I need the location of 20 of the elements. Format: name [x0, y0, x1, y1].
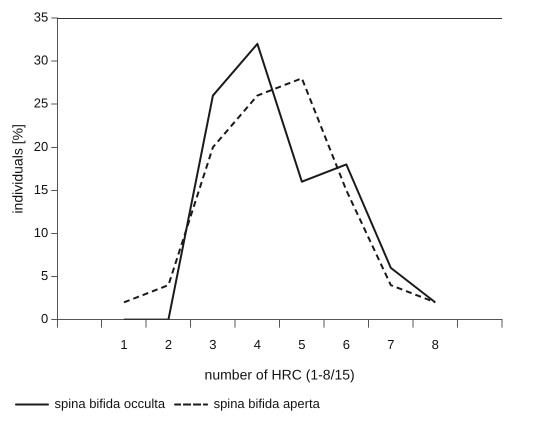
x-tick-label: 6	[342, 336, 350, 352]
y-tick-label: 0	[41, 311, 48, 326]
x-tick-label: 4	[254, 336, 262, 352]
y-tick-label: 15	[34, 182, 48, 197]
x-tick-label: 8	[432, 336, 439, 352]
x-tick-label: 1	[120, 336, 128, 352]
y-tick-label: 35	[34, 10, 48, 25]
y-tick-label: 25	[34, 96, 48, 111]
legend-label: spina bifida aperta	[214, 396, 321, 412]
y-tick-label: 30	[34, 52, 48, 68]
x-tick-label: 3	[209, 336, 217, 352]
x-tick-label: 7	[387, 336, 394, 352]
x-axis-title: number of HRC (1-8/15)	[204, 366, 355, 382]
y-tick-label: 5	[41, 268, 48, 284]
x-tick-label: 5	[298, 336, 306, 352]
y-tick-label: 10	[34, 225, 48, 240]
y-axis-title: individuals [%]	[9, 124, 26, 214]
x-tick-label: 2	[164, 336, 172, 352]
y-tick-label: 20	[34, 138, 48, 154]
legend-label: spina bifida occulta	[54, 396, 166, 412]
